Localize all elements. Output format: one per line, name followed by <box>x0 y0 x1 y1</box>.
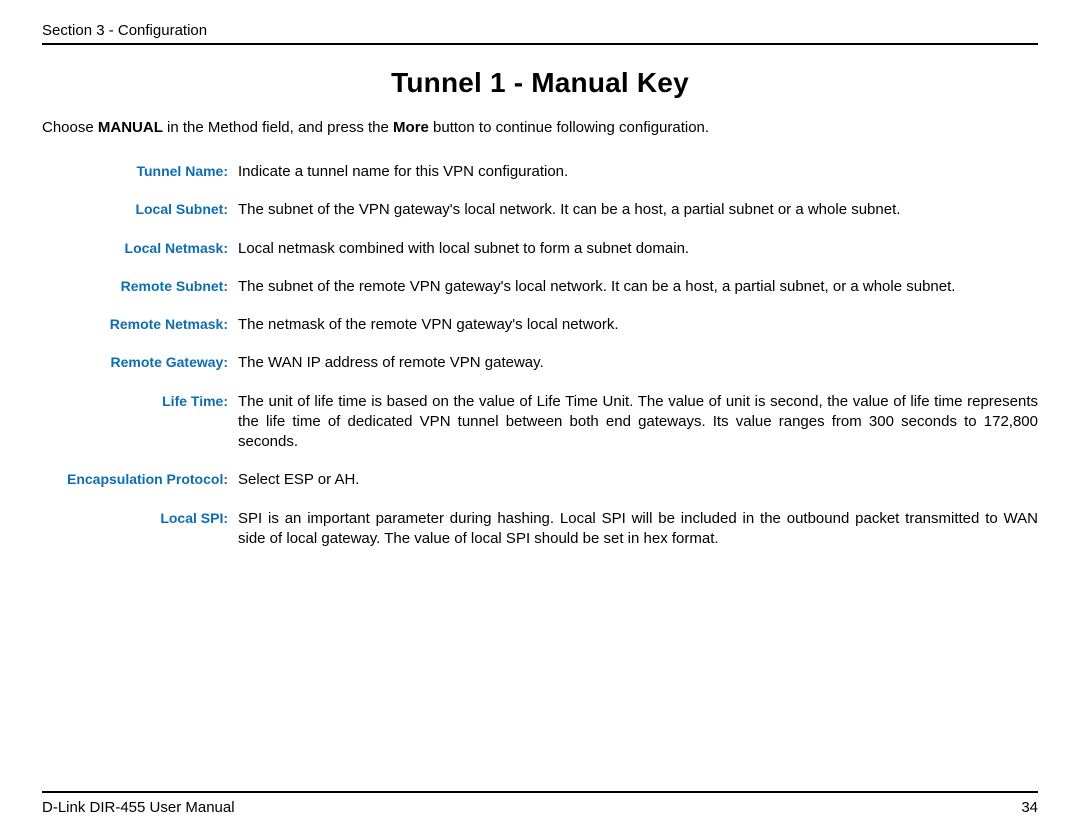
definition-row: Remote Subnet: The subnet of the remote … <box>42 277 1038 297</box>
footer-rule: D-Link DIR-455 User Manual 34 <box>42 791 1038 816</box>
definition-row: Local Netmask: Local netmask combined wi… <box>42 239 1038 259</box>
intro-bold-manual: MANUAL <box>98 119 163 136</box>
desc-life-time: The unit of life time is based on the va… <box>238 392 1038 453</box>
definition-row: Remote Netmask: The netmask of the remot… <box>42 315 1038 335</box>
definition-row: Local Subnet: The subnet of the VPN gate… <box>42 200 1038 220</box>
definition-row: Local SPI: SPI is an important parameter… <box>42 509 1038 550</box>
definition-list: Tunnel Name: Indicate a tunnel name for … <box>42 162 1038 549</box>
term-encapsulation-protocol: Encapsulation Protocol: <box>42 470 238 489</box>
intro-paragraph: Choose MANUAL in the Method field, and p… <box>42 119 1038 136</box>
header-rule: Section 3 - Configuration <box>42 22 1038 45</box>
definition-row: Tunnel Name: Indicate a tunnel name for … <box>42 162 1038 182</box>
term-local-subnet: Local Subnet: <box>42 200 238 219</box>
term-life-time: Life Time: <box>42 392 238 411</box>
intro-text: Choose <box>42 119 98 136</box>
intro-text: in the Method field, and press the <box>163 119 393 136</box>
desc-encapsulation-protocol: Select ESP or AH. <box>238 470 1038 490</box>
term-tunnel-name: Tunnel Name: <box>42 162 238 181</box>
desc-remote-gateway: The WAN IP address of remote VPN gateway… <box>238 353 1038 373</box>
page: Section 3 - Configuration Tunnel 1 - Man… <box>0 0 1080 834</box>
page-title: Tunnel 1 - Manual Key <box>42 67 1038 99</box>
section-header: Section 3 - Configuration <box>42 22 1038 39</box>
term-remote-gateway: Remote Gateway: <box>42 353 238 372</box>
term-local-netmask: Local Netmask: <box>42 239 238 258</box>
desc-local-spi: SPI is an important parameter during has… <box>238 509 1038 550</box>
term-remote-netmask: Remote Netmask: <box>42 315 238 334</box>
desc-local-subnet: The subnet of the VPN gateway's local ne… <box>238 200 1038 220</box>
footer-left: D-Link DIR-455 User Manual <box>42 799 235 816</box>
desc-remote-netmask: The netmask of the remote VPN gateway's … <box>238 315 1038 335</box>
desc-remote-subnet: The subnet of the remote VPN gateway's l… <box>238 277 1038 297</box>
desc-tunnel-name: Indicate a tunnel name for this VPN conf… <box>238 162 1038 182</box>
definition-row: Encapsulation Protocol: Select ESP or AH… <box>42 470 1038 490</box>
definition-row: Remote Gateway: The WAN IP address of re… <box>42 353 1038 373</box>
intro-text: button to continue following configurati… <box>429 119 709 136</box>
term-remote-subnet: Remote Subnet: <box>42 277 238 296</box>
intro-bold-more: More <box>393 119 429 136</box>
term-local-spi: Local SPI: <box>42 509 238 528</box>
footer-page-number: 34 <box>1021 799 1038 816</box>
desc-local-netmask: Local netmask combined with local subnet… <box>238 239 1038 259</box>
definition-row: Life Time: The unit of life time is base… <box>42 392 1038 453</box>
